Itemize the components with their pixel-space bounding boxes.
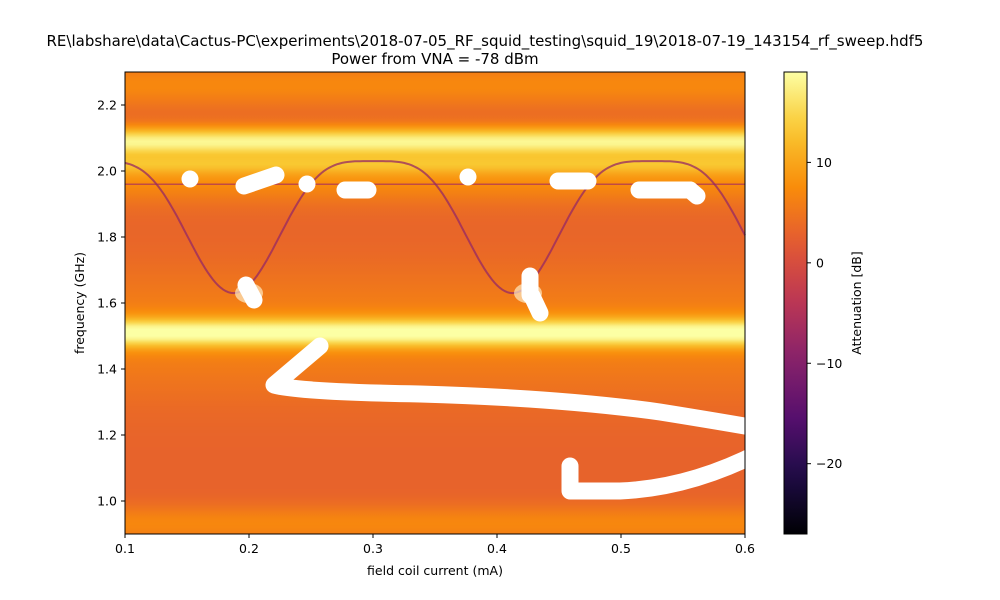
x-tick-label-1: 0.1 xyxy=(115,541,135,556)
colorbar-tick-label-2: 0 xyxy=(816,255,824,270)
x-tick-label-6: 0.6 xyxy=(735,541,755,556)
plot-area xyxy=(124,71,819,535)
x-tick-label-3: 0.3 xyxy=(363,541,383,556)
colorbar-ticks: 10 0 −10 −20 xyxy=(807,155,842,471)
annotation-mark-9 xyxy=(237,276,263,309)
annotation-arrow xyxy=(265,337,819,447)
x-tick-label-4: 0.4 xyxy=(487,541,507,556)
colorbar-tick-label-3: −10 xyxy=(816,356,842,371)
annotation-mark-11 xyxy=(523,287,549,322)
resonance-arc-line xyxy=(124,160,746,295)
colorbar-label: Attenuation [dB] xyxy=(849,251,864,355)
colorbar-tick-label-4: −20 xyxy=(816,456,842,471)
x-axis-ticks: 0.1 0.2 0.3 0.4 0.5 0.6 xyxy=(115,534,755,556)
colorbar: 10 0 −10 −20 Attenuation [dB] xyxy=(783,71,864,535)
annotation-mark-8 xyxy=(681,181,706,205)
y-tick-label-5: 1.8 xyxy=(97,230,117,245)
x-axis-label: field coil current (mA) xyxy=(367,563,503,578)
y-axis-label: frequency (GHz) xyxy=(72,252,87,354)
x-tick-label-5: 0.5 xyxy=(611,541,631,556)
y-tick-label-7: 2.2 xyxy=(97,98,117,113)
x-tick-label-2: 0.2 xyxy=(239,541,259,556)
resonance-overlay xyxy=(124,160,819,500)
colorbar-scale xyxy=(783,71,808,535)
y-tick-label-1: 1.0 xyxy=(97,494,117,509)
y-tick-label-3: 1.4 xyxy=(97,362,117,377)
chart-subtitle: Power from VNA = -78 dBm xyxy=(331,50,538,68)
chart-title: RE\labshare\data\Cactus-PC\experiments\2… xyxy=(47,32,924,51)
y-tick-label-4: 1.6 xyxy=(97,296,117,311)
y-axis-ticks: 1.0 1.2 1.4 1.6 1.8 2.0 2.2 xyxy=(97,98,125,509)
y-tick-label-2: 1.2 xyxy=(97,428,117,443)
annotation-hook xyxy=(561,423,814,500)
y-tick-label-6: 2.0 xyxy=(97,164,117,179)
heatmap-background xyxy=(125,72,745,534)
colorbar-tick-label-1: 10 xyxy=(816,155,832,170)
annotation-mark-2 xyxy=(235,166,285,195)
